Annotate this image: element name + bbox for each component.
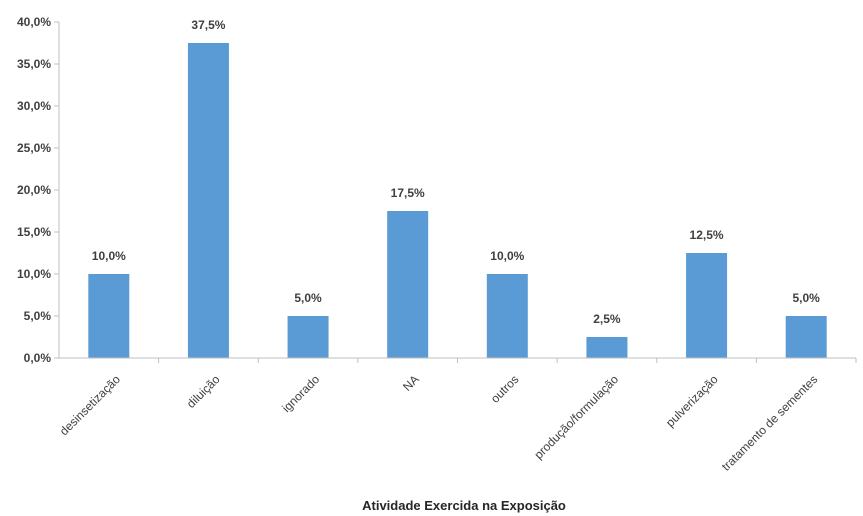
bar	[387, 211, 429, 358]
y-tick-label: 35,0%	[17, 57, 51, 71]
y-tick-label: 15,0%	[17, 225, 51, 239]
data-label: 10,0%	[92, 249, 126, 263]
bar	[287, 316, 329, 358]
data-labels: 10,0% 37,5% 5,0% 17,5% 10,0% 2,5% 12,5% 5,0%	[92, 18, 820, 326]
data-label: 12,5%	[690, 228, 724, 242]
y-tick-label: 40,0%	[17, 15, 51, 29]
y-tick-label: 5,0%	[24, 309, 52, 323]
y-tick-label: 20,0%	[17, 183, 51, 197]
bar	[785, 316, 827, 358]
data-label: 5,0%	[294, 291, 322, 305]
x-axis-ticks: desinsetização diluição ignorado NA outros pr…	[57, 358, 857, 474]
bar	[586, 337, 628, 358]
y-tick-label: 30,0%	[17, 99, 51, 113]
data-label: 10,0%	[490, 249, 524, 263]
x-tick-label: pulverização	[663, 372, 721, 430]
x-tick-label: desinsetização	[57, 372, 123, 438]
bar	[486, 274, 528, 358]
y-tick-label: 0,0%	[24, 351, 52, 365]
x-tick-label: diluição	[184, 372, 223, 411]
data-label: 37,5%	[191, 18, 225, 32]
bar	[88, 274, 130, 358]
y-tick-label: 10,0%	[17, 267, 51, 281]
y-axis-ticks: 0,0% 5,0% 10,0% 15,0% 20,0% 25,0% 30,0% 35,0% 40…	[17, 15, 59, 365]
data-label: 2,5%	[593, 312, 621, 326]
data-label: 17,5%	[391, 186, 425, 200]
bars	[88, 43, 827, 358]
bar	[686, 253, 728, 358]
x-axis-title: Atividade Exercida na Exposição	[362, 498, 566, 513]
x-tick-label: tratamento de sementes	[719, 372, 820, 473]
bar	[187, 43, 229, 358]
x-tick-label: produção/formulação	[531, 372, 621, 462]
x-tick-label: ignorado	[279, 372, 322, 415]
x-tick-label: NA	[400, 372, 422, 394]
data-label: 5,0%	[793, 291, 821, 305]
x-tick-label: outros	[488, 372, 521, 405]
y-tick-label: 25,0%	[17, 141, 51, 155]
